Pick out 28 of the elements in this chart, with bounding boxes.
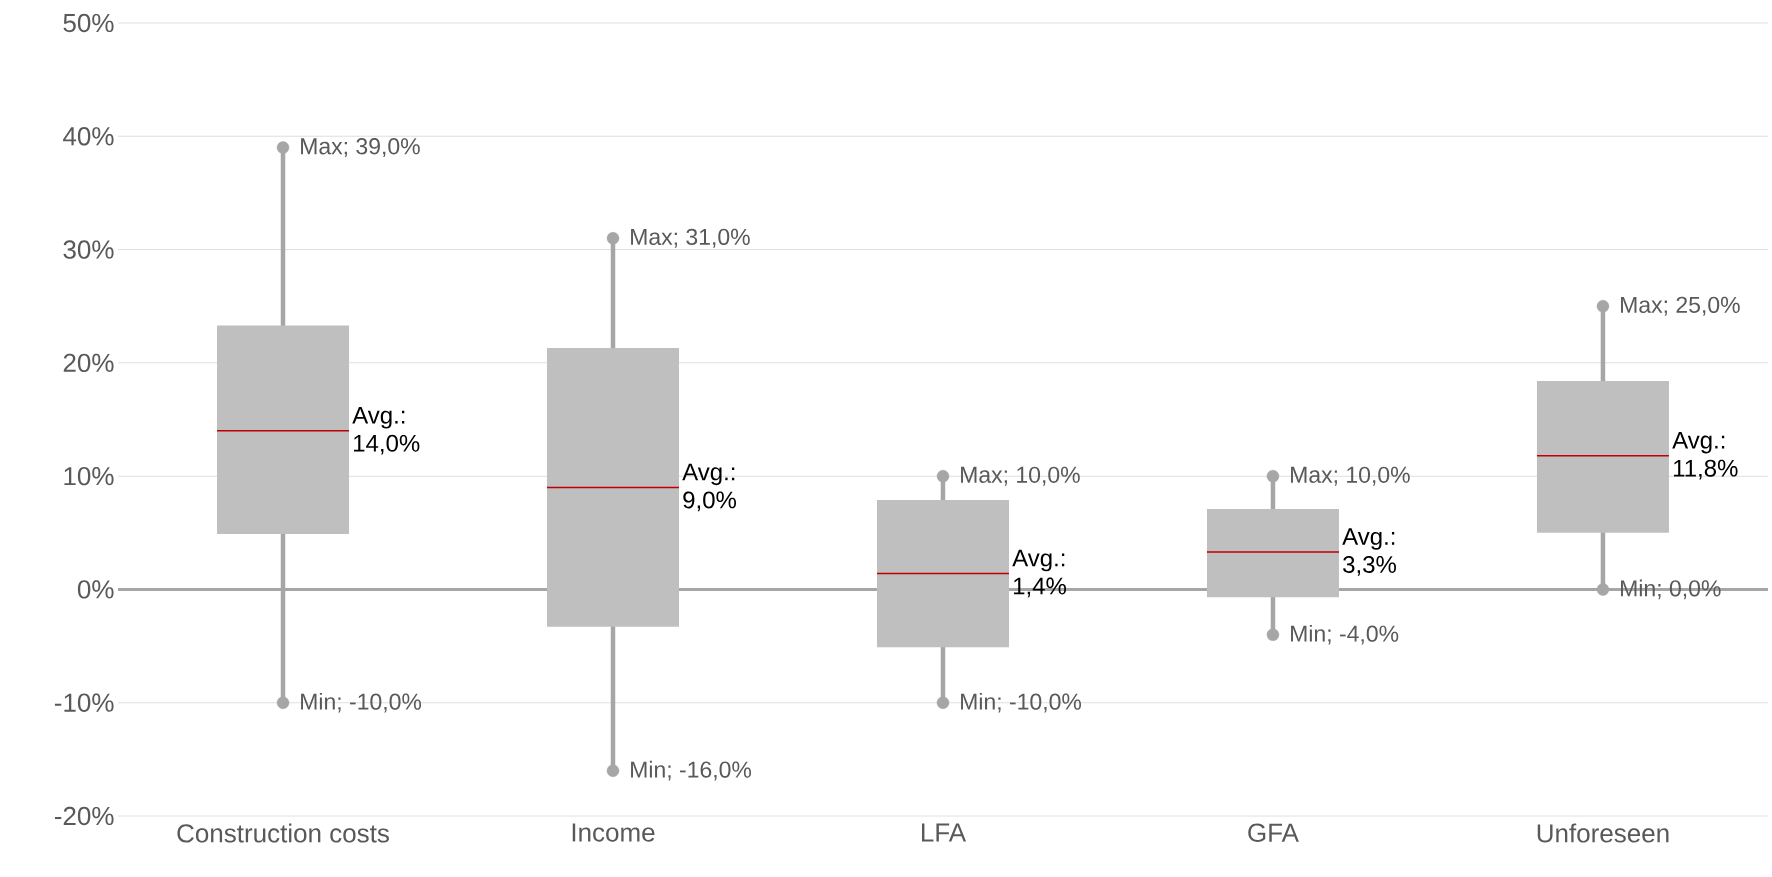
annotation: Max; 10,0% [1291,466,1410,486]
x-tick-label: LFA [921,823,967,842]
y-tick-label: 30% [63,240,114,259]
annotation: Max; 31,0% [631,228,750,248]
annotation: Min; 0,0% [1621,579,1721,600]
annotation: Avg.: 11,8% [1672,431,1738,480]
annotation: Min; -16,0% [631,760,752,781]
annotation: Max; 39,0% [301,138,420,158]
annotation: Max; 25,0% [1621,296,1740,316]
y-tick-label: 10% [64,466,114,486]
y-tick-label: -10% [54,693,114,712]
y-tick-label: 40% [63,127,114,146]
y-tick-label: 50% [63,13,114,33]
annotation: Min; -10,0% [301,692,422,713]
y-tick-label: 20% [63,353,114,373]
x-tick-label: GFA [1248,823,1299,842]
y-tick-label: 0% [77,580,114,599]
annotation: Min; -10,0% [961,692,1082,713]
annotation: Avg.: 1,4% [1012,549,1067,598]
annotation: Max; 10,0% [961,466,1080,486]
x-tick-label: Construction costs [177,823,389,843]
annotation: Avg.: 9,0% [682,463,737,512]
annotation: Min; -4,0% [1291,624,1399,645]
x-tick-label: Income [572,823,655,842]
annotation: Avg.: 14,0% [352,407,420,455]
y-tick-label: -20% [54,806,114,826]
x-tick-label: Unforeseen [1537,823,1669,843]
annotation: Avg.: 3,3% [1342,528,1396,576]
